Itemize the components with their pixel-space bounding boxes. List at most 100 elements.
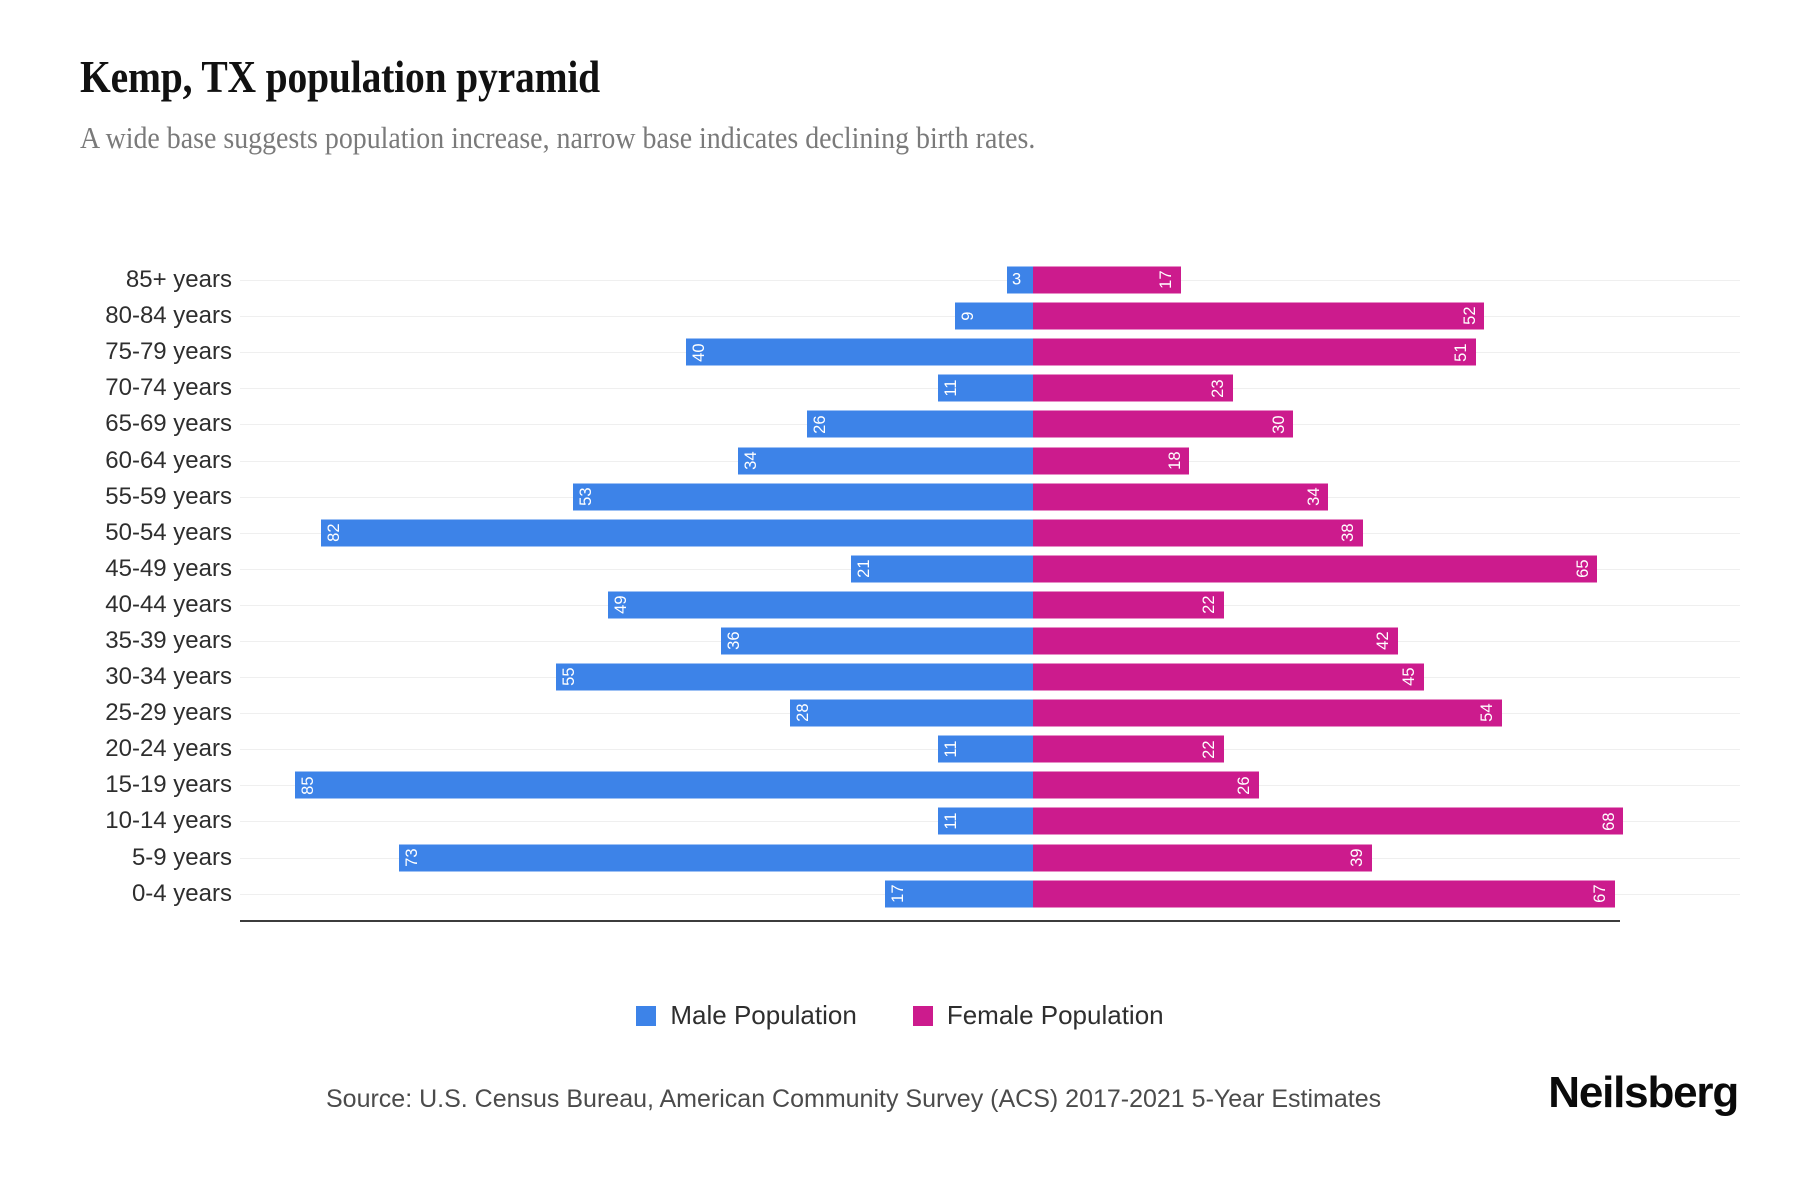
- bar-female[interactable]: 22: [1033, 735, 1224, 763]
- bar-male[interactable]: 53: [572, 483, 1033, 511]
- pyramid-row: 65-69 years 26 30: [105, 406, 1740, 442]
- y-axis-label: 85+ years: [125, 266, 232, 294]
- page-title: Kemp, TX population pyramid: [80, 51, 601, 102]
- bar-value-male: 40: [689, 343, 708, 362]
- bar-male[interactable]: 9: [954, 302, 1033, 330]
- bar-female[interactable]: 52: [1033, 302, 1485, 330]
- bar-male[interactable]: 82: [321, 519, 1033, 547]
- bar-male[interactable]: 28: [789, 699, 1033, 727]
- y-axis-label: 80-84 years: [105, 302, 232, 330]
- bar-value-female: 34: [1304, 487, 1323, 506]
- legend-label-female: Female Population: [946, 1000, 1164, 1030]
- bar-female[interactable]: 22: [1033, 591, 1224, 619]
- pyramid-row: 30-34 years 55 45: [105, 659, 1740, 695]
- pyramid-row: 40-44 years 49 22: [105, 587, 1740, 623]
- bar-female[interactable]: 45: [1033, 663, 1424, 691]
- y-axis-label: 65-69 years: [105, 410, 232, 438]
- bar-value-male: 21: [854, 559, 873, 578]
- bar-male[interactable]: 55: [555, 663, 1033, 691]
- pyramid-row: 85+ years 3 17: [126, 262, 1740, 298]
- pyramid-row: 80-84 years 9 52: [105, 298, 1740, 334]
- bar-value-male: 73: [403, 848, 422, 867]
- bar-value-female: 65: [1573, 559, 1592, 578]
- y-axis-label: 75-79 years: [105, 338, 232, 366]
- chart-legend: Male Population Female Population: [0, 1000, 1800, 1031]
- y-axis-label: 25-29 years: [105, 699, 232, 727]
- bar-value-male: 53: [576, 487, 595, 506]
- bar-male[interactable]: 11: [937, 374, 1033, 402]
- bar-value-female: 67: [1591, 884, 1610, 903]
- pyramid-row: 55-59 years 53 34: [105, 479, 1740, 515]
- bar-female[interactable]: 67: [1033, 880, 1615, 908]
- pyramid-row: 75-79 years 40 51: [105, 334, 1740, 370]
- bar-male[interactable]: 34: [737, 447, 1033, 475]
- x-axis-baseline: [240, 920, 1620, 922]
- bar-value-female: 23: [1209, 379, 1228, 398]
- page-subtitle: A wide base suggests population increase…: [80, 119, 1036, 155]
- y-axis-label: 5-9 years: [131, 843, 232, 871]
- bar-female[interactable]: 54: [1033, 699, 1502, 727]
- bar-male[interactable]: 40: [685, 338, 1033, 366]
- bar-value-female: 22: [1200, 740, 1219, 759]
- pyramid-row: 70-74 years 11 23: [105, 370, 1740, 406]
- bar-value-female: 51: [1452, 343, 1471, 362]
- bar-male[interactable]: 17: [885, 880, 1033, 908]
- legend-swatch-female-icon: [912, 1005, 933, 1026]
- bar-female[interactable]: 26: [1033, 771, 1259, 799]
- brand-logo: Neilsberg: [1548, 1068, 1739, 1117]
- y-axis-label: 70-74 years: [105, 374, 232, 402]
- y-axis-label: 15-19 years: [105, 771, 232, 799]
- pyramid-row: 35-39 years 36 42: [105, 623, 1740, 659]
- bar-female[interactable]: 65: [1033, 555, 1598, 583]
- bar-female[interactable]: 34: [1033, 483, 1329, 511]
- pyramid-row: 15-19 years 85 26: [105, 767, 1740, 803]
- bar-value-female: 38: [1339, 523, 1358, 542]
- bar-male[interactable]: 85: [295, 771, 1033, 799]
- bar-male[interactable]: 26: [807, 410, 1033, 438]
- bar-female[interactable]: 39: [1033, 844, 1372, 872]
- bar-value-female: 30: [1269, 415, 1288, 434]
- bar-value-female: 39: [1348, 848, 1367, 867]
- bar-value-female: 54: [1478, 703, 1497, 723]
- bar-female[interactable]: 17: [1033, 266, 1181, 294]
- bar-value-male: 36: [724, 631, 743, 651]
- bar-male[interactable]: 11: [937, 735, 1033, 763]
- y-axis-label: 50-54 years: [105, 518, 232, 546]
- legend-item-female[interactable]: Female Population: [912, 1000, 1164, 1031]
- bar-female[interactable]: 18: [1033, 447, 1190, 475]
- bar-female[interactable]: 42: [1033, 627, 1398, 655]
- source-note: Source: U.S. Census Bureau, American Com…: [326, 1085, 1382, 1113]
- bar-value-female: 18: [1165, 451, 1184, 470]
- bar-value-male: 26: [811, 415, 830, 434]
- bar-female[interactable]: 51: [1033, 338, 1476, 366]
- pyramid-row: 25-29 years 28 54: [105, 695, 1740, 731]
- y-axis-label: 30-34 years: [105, 663, 232, 691]
- y-axis-label: 10-14 years: [105, 807, 232, 835]
- bar-male[interactable]: 49: [607, 591, 1033, 619]
- bar-value-male: 11: [941, 379, 960, 397]
- bar-value-female: 45: [1400, 667, 1419, 687]
- legend-item-male[interactable]: Male Population: [636, 1000, 857, 1031]
- bar-value-male: 55: [559, 667, 578, 687]
- legend-label-male: Male Population: [670, 1000, 857, 1030]
- chart-header: Kemp, TX population pyramid A wide base …: [80, 51, 1720, 156]
- bar-value-male: 28: [793, 703, 812, 723]
- bar-female[interactable]: 23: [1033, 374, 1233, 402]
- bar-value-female: 17: [1157, 270, 1176, 290]
- pyramid-row: 10-14 years 11 68: [105, 803, 1740, 839]
- pyramid-row: 5-9 years 73 39: [132, 840, 1740, 876]
- bar-female[interactable]: 30: [1033, 410, 1294, 438]
- bar-male[interactable]: 3: [1006, 266, 1033, 294]
- y-axis-label: 55-59 years: [105, 482, 232, 510]
- chart-area: 85+ years 3 17 80-84 years 9 52 75-79 years 40 5…: [80, 262, 1740, 922]
- y-axis-label: 40-44 years: [105, 590, 232, 618]
- y-axis-label: 45-49 years: [105, 554, 232, 582]
- bar-male[interactable]: 11: [937, 807, 1033, 835]
- bar-male[interactable]: 36: [720, 627, 1033, 655]
- bar-male[interactable]: 73: [399, 844, 1033, 872]
- bar-female[interactable]: 68: [1033, 807, 1624, 835]
- bar-value-male: 34: [741, 451, 760, 470]
- bar-female[interactable]: 38: [1033, 519, 1363, 547]
- bar-value-female: 42: [1374, 631, 1393, 651]
- bar-male[interactable]: 21: [850, 555, 1033, 583]
